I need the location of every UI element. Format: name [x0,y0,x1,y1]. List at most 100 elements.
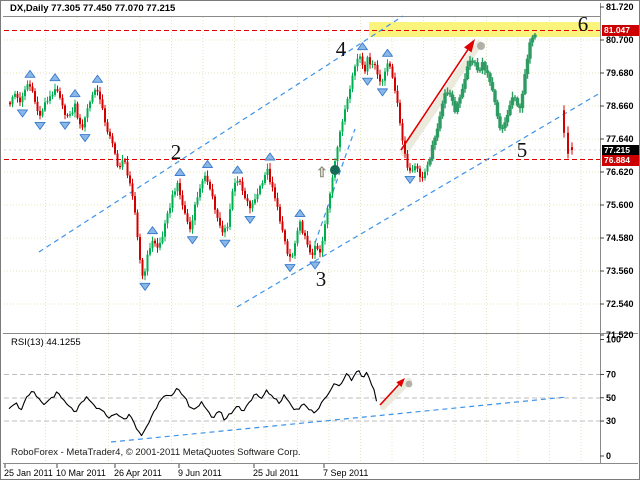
candle-body [409,167,411,171]
candle-body [406,153,409,168]
rsi-trendline[interactable] [110,396,568,443]
trendline-rally-support[interactable] [314,128,356,244]
fractal-down-icon [59,121,71,130]
candle-body [124,160,126,162]
candle-body [84,117,86,128]
candle-body [404,140,406,154]
candle-body [136,212,139,238]
candle-body [134,196,136,213]
candle-body [386,63,389,72]
candle-body [46,101,49,103]
candle-body [391,66,394,78]
trendline-lower-channel[interactable] [236,92,601,308]
date-tick-label[interactable]: 9 Jun 2011 [178,468,222,478]
candle-body [460,88,465,98]
rsi-tick-label: 0 [606,451,611,461]
candle-body [341,121,344,132]
fractal-up-icon [264,152,276,161]
candle-body [364,64,366,72]
fractal-up-icon [69,89,81,98]
candle-body [505,114,510,123]
candle-body [279,206,281,222]
fractal-up-icon [174,168,186,176]
date-tick-label[interactable]: 26 Apr 2011 [114,468,162,478]
candle-body [64,105,66,115]
candle-body [89,101,91,109]
candle-body [567,132,569,154]
support-price-label: 76.884 [602,155,639,166]
candle-body [221,225,224,233]
candle-body [371,64,374,66]
panel-borders [3,3,638,464]
marker-dot [405,380,413,388]
candle-body [11,96,14,105]
candle-body [236,180,239,184]
grid-layer [4,17,600,463]
candle-body [339,131,341,148]
candle-body [520,93,525,109]
candle-body [214,196,216,210]
trendline-upper-channel[interactable] [38,15,404,253]
candle-body [316,245,319,250]
candle-body [416,166,419,169]
candle-body [119,166,121,168]
candle-body [146,254,149,272]
candle-body [249,201,251,209]
candle-body [156,243,159,248]
fractal-down-icon [362,77,373,86]
candle-body [224,228,226,233]
candle-body [126,161,129,176]
entry-dot-marker [330,165,340,175]
candle-body [563,110,565,133]
marker-dot [477,42,485,50]
fractal-down-icon [17,109,28,118]
candle-body [271,182,274,188]
candle-body [266,168,269,175]
candle-body [480,62,485,71]
chart-title: DX,Daily 77.305 77.450 77.070 77.215 [10,3,176,14]
candle-body [488,73,492,83]
candle-body [349,88,351,99]
candle-body [448,92,452,95]
candle-body [493,90,497,103]
date-tick-label[interactable]: 7 Sep 2011 [323,468,368,478]
date-tick-label[interactable]: 25 Jul 2011 [253,468,299,478]
candle-body [284,230,286,242]
candle-body [523,74,527,94]
candle-body [69,114,71,116]
fractal-up-icon [147,226,158,235]
candle-body [428,159,432,165]
candle-body [274,187,276,199]
candle-body [61,97,64,106]
date-tick-label[interactable]: 10 Mar 2011 [56,468,106,478]
candle-body [490,82,495,91]
candle-body [51,94,54,97]
fractal-down-icon [187,236,198,245]
candle-body [179,183,181,196]
candle-body [311,252,314,256]
candle-body [331,177,334,194]
candle-body [161,236,164,243]
candle-body [94,89,96,95]
trendlines [38,15,601,308]
candle-body [41,110,44,116]
fractal-up-icon [294,209,306,218]
target-zone [369,22,600,37]
price-tick-label: 77.640 [606,134,634,144]
candle-body [515,98,520,106]
wave-label-5: 5 [517,138,528,162]
candle-body [394,77,396,91]
candle-body [309,244,311,253]
candles-layer[interactable] [9,32,573,281]
candle-body [251,203,254,209]
candle-body [151,240,154,249]
candle-body [399,102,401,124]
date-tick-label[interactable]: 25 Jan 2011 [4,468,53,478]
candle-body [324,224,326,241]
candle-body [34,91,36,102]
axes-layer: 81.720 80.700 79.680 78.660 77.640 76.620 75.6… [4,2,634,478]
candle-body [49,96,51,102]
candle-body [458,97,462,104]
candle-body [129,175,131,184]
